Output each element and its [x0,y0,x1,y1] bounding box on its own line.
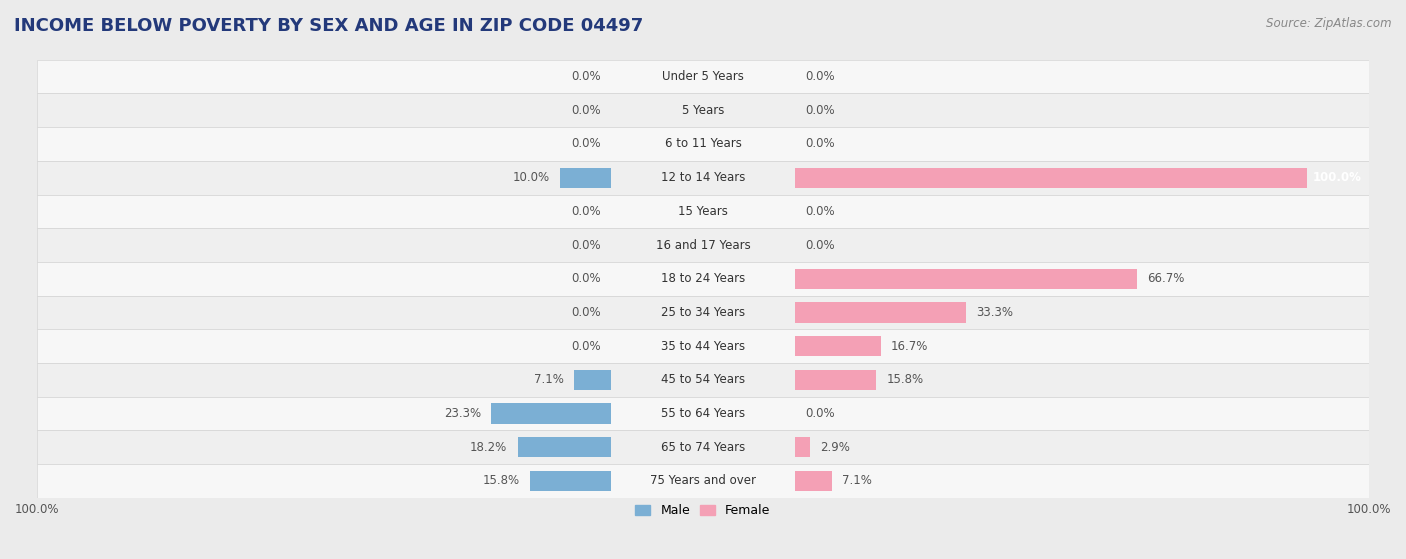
Text: 16 and 17 Years: 16 and 17 Years [655,239,751,252]
Bar [796,269,1137,289]
Bar [37,228,1369,262]
Text: 0.0%: 0.0% [571,340,600,353]
Text: 15 Years: 15 Years [678,205,728,218]
Text: 35 to 44 Years: 35 to 44 Years [661,340,745,353]
Bar [37,329,1369,363]
Text: 0.0%: 0.0% [806,104,835,117]
Bar [796,168,1308,188]
Bar [37,464,1369,498]
Bar [37,296,1369,329]
Bar [37,363,1369,397]
Bar [37,262,1369,296]
Text: 66.7%: 66.7% [1147,272,1184,285]
Text: 16.7%: 16.7% [891,340,928,353]
Text: 15.8%: 15.8% [482,475,520,487]
Text: 0.0%: 0.0% [806,407,835,420]
Text: 6 to 11 Years: 6 to 11 Years [665,138,741,150]
Bar [37,195,1369,228]
Text: 0.0%: 0.0% [571,239,600,252]
Text: 10.0%: 10.0% [512,171,550,184]
Text: 0.0%: 0.0% [571,272,600,285]
Bar [796,437,810,457]
Bar [37,161,1369,195]
Text: 0.0%: 0.0% [571,70,600,83]
Legend: Male, Female: Male, Female [630,499,776,522]
Bar [796,336,880,356]
Text: 0.0%: 0.0% [571,205,600,218]
Text: 23.3%: 23.3% [444,407,481,420]
Bar [37,397,1369,430]
Text: 7.1%: 7.1% [842,475,872,487]
Text: 55 to 64 Years: 55 to 64 Years [661,407,745,420]
Bar [796,369,876,390]
Text: 0.0%: 0.0% [806,239,835,252]
Bar [575,369,610,390]
Bar [796,302,966,323]
Text: 0.0%: 0.0% [806,205,835,218]
Text: 2.9%: 2.9% [820,440,851,454]
Text: 12 to 14 Years: 12 to 14 Years [661,171,745,184]
Bar [530,471,610,491]
Text: 75 Years and over: 75 Years and over [650,475,756,487]
Text: 7.1%: 7.1% [534,373,564,386]
Text: 100.0%: 100.0% [1312,171,1361,184]
Text: INCOME BELOW POVERTY BY SEX AND AGE IN ZIP CODE 04497: INCOME BELOW POVERTY BY SEX AND AGE IN Z… [14,17,644,35]
Text: 0.0%: 0.0% [571,306,600,319]
Text: 18 to 24 Years: 18 to 24 Years [661,272,745,285]
Text: 0.0%: 0.0% [806,70,835,83]
Text: 15.8%: 15.8% [886,373,924,386]
Bar [37,127,1369,161]
Text: 5 Years: 5 Years [682,104,724,117]
Text: 33.3%: 33.3% [976,306,1012,319]
Text: 0.0%: 0.0% [571,104,600,117]
Text: Source: ZipAtlas.com: Source: ZipAtlas.com [1267,17,1392,30]
Text: 65 to 74 Years: 65 to 74 Years [661,440,745,454]
Bar [37,430,1369,464]
Text: 18.2%: 18.2% [470,440,508,454]
Text: Under 5 Years: Under 5 Years [662,70,744,83]
Text: 0.0%: 0.0% [806,138,835,150]
Text: 45 to 54 Years: 45 to 54 Years [661,373,745,386]
Text: 0.0%: 0.0% [571,138,600,150]
Bar [37,60,1369,93]
Text: 25 to 34 Years: 25 to 34 Years [661,306,745,319]
Bar [517,437,610,457]
Bar [796,471,831,491]
Bar [37,93,1369,127]
Bar [560,168,610,188]
Bar [492,404,610,424]
